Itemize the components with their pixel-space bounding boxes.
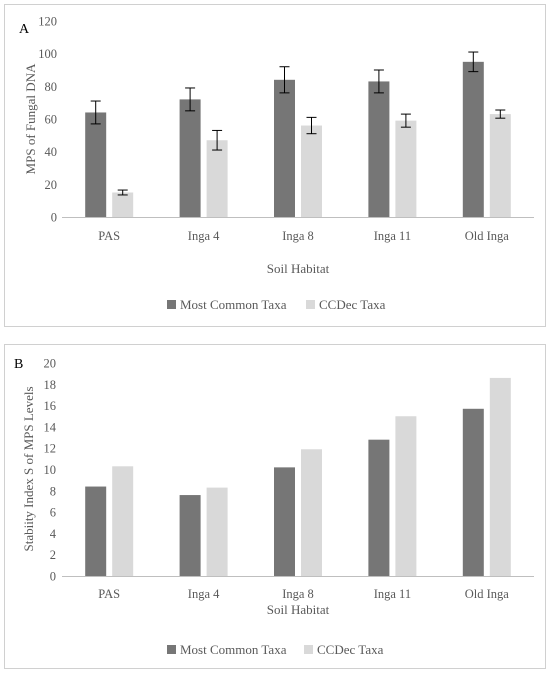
panel-b-y-tick-label: 14 <box>44 420 57 434</box>
panel-a-error-bar <box>400 113 411 128</box>
panel-a-bar-most-common <box>274 79 295 217</box>
panel-b-letter: B <box>14 357 23 372</box>
panel-a-bar-ccdec <box>206 140 228 217</box>
panel-a-bar-most-common <box>85 112 107 217</box>
panel-b-bar-ccdec <box>301 449 322 576</box>
panel-b-legend-swatch-most-common <box>167 645 176 654</box>
panel-b-category-label: Old Inga <box>465 587 510 601</box>
panel-a-bar-ccdec <box>395 120 417 217</box>
panel-a-bar-ccdec <box>301 125 322 217</box>
panel-a-error-bar <box>373 69 384 94</box>
panel-b-y-tick-label: 10 <box>44 463 57 477</box>
panel-a-error-bar <box>468 51 479 73</box>
panel-a-y-tick-label: 20 <box>45 178 58 192</box>
panel-b-bar-ccdec <box>489 377 511 576</box>
panel-b-category-label: Inga 4 <box>188 587 220 601</box>
panel-a-y-tick-label: 0 <box>51 211 57 225</box>
panel-b-y-tick-label: 20 <box>44 357 57 371</box>
panel-a-bar-most-common <box>368 81 390 217</box>
panel-a-error-bar <box>212 129 223 151</box>
panel-a-bar-ccdec <box>489 114 511 217</box>
panel-b-y-tick-label: 18 <box>44 378 57 392</box>
panel-a-category-label: PAS <box>98 229 120 243</box>
panel-a-legend: Most Common Taxa CCDec Taxa <box>167 297 386 312</box>
panel-b-y-tick-label: 8 <box>50 484 56 498</box>
panel-b-bar-ccdec <box>112 466 134 576</box>
panel-b-bar-most-common <box>179 495 201 576</box>
panel-a-chart: 0 20 40 60 80 100 120 PAS Inga 4 Inga 8 Inga 11 Old… <box>38 15 534 243</box>
panel-b-bar-ccdec <box>395 416 417 576</box>
panel-b-y-tick-label: 4 <box>50 527 57 541</box>
panel-b-y-tick-label: 6 <box>50 506 56 520</box>
panel-a-x-axis-label: Soil Habitat <box>267 261 330 276</box>
panel-a-error-bar <box>90 100 101 125</box>
panel-b-y-tick-label: 12 <box>44 442 57 456</box>
panel-a-category-label: Inga 8 <box>282 229 314 243</box>
panel-b-y-tick-label: 16 <box>44 399 57 413</box>
panel-a-error-bar <box>279 66 290 94</box>
panel-a-letter: A <box>19 22 30 37</box>
panel-b-category-label: Inga 11 <box>374 587 411 601</box>
panel-b-legend-label-ccdec: CCDec Taxa <box>317 642 384 657</box>
panel-a-y-tick-label: 120 <box>38 15 57 29</box>
panel-a-legend-label-most-common: Most Common Taxa <box>180 297 287 312</box>
panel-a-error-bar <box>117 189 128 196</box>
panel-a-error-bar <box>185 87 196 112</box>
panel-b-category-label: PAS <box>98 587 120 601</box>
panel-b-bar-most-common <box>368 439 390 576</box>
panel-a-bar-ccdec <box>112 192 134 217</box>
panel-b-legend-label-most-common: Most Common Taxa <box>180 642 287 657</box>
panel-a-category-label: Inga 11 <box>374 229 411 243</box>
panel-a-y-tick-label: 60 <box>45 113 58 127</box>
panel-a-y-tick-label: 100 <box>38 47 57 61</box>
panel-b-chart: 0 2 4 6 8 10 12 14 16 18 20 PAS Inga 4 Inga 8 Inga 11 O… <box>44 357 534 601</box>
panel-b-bar-most-common <box>85 486 107 576</box>
panel-b-category-label: Inga 8 <box>282 587 314 601</box>
panel-a-bar-most-common <box>179 99 201 217</box>
panel-a-y-axis-label: MPS of Fungal DNA <box>23 63 38 174</box>
panel-a-y-tick-label: 80 <box>45 80 58 94</box>
panel-a-bar-most-common <box>462 61 484 218</box>
panel-a-category-label: Inga 4 <box>188 229 220 243</box>
panel-a-legend-label-ccdec: CCDec Taxa <box>319 297 386 312</box>
panel-b-y-tick-label: 0 <box>50 570 56 584</box>
panel-a-error-bar <box>306 116 317 135</box>
panel-b-y-tick-label: 2 <box>50 548 56 562</box>
panel-a-error-bar <box>495 109 506 119</box>
panel-b-bar-ccdec <box>206 487 228 576</box>
panel-a-legend-swatch-ccdec <box>306 300 315 309</box>
panel-b-bar-most-common <box>462 408 484 576</box>
panel-b-y-axis-label: Stabiity Index S of MPS Levels <box>21 386 36 551</box>
panel-b-legend: Most Common Taxa CCDec Taxa <box>167 642 384 657</box>
panel-a-category-label: Old Inga <box>465 229 510 243</box>
panel-a-y-tick-label: 40 <box>45 145 58 159</box>
panel-b-bar-most-common <box>274 467 295 576</box>
panel-b-legend-swatch-ccdec <box>304 645 313 654</box>
panel-a-legend-swatch-most-common <box>167 300 176 309</box>
panel-b-x-axis-label: Soil Habitat <box>267 602 330 617</box>
